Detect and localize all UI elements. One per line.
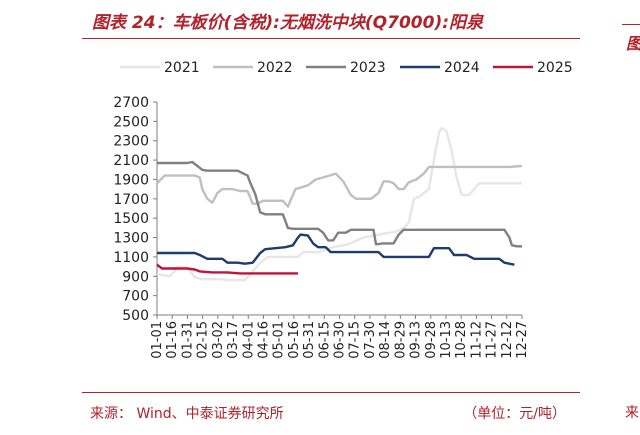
x-tick-label: 04-01 — [241, 321, 256, 359]
y-tick-label: 900 — [122, 269, 149, 285]
x-tick-label: 12-27 — [515, 321, 530, 359]
x-tick-label: 09-13 — [409, 321, 424, 359]
x-tick-label: 07-15 — [348, 321, 363, 359]
x-axis: 01-01 01-16 01-31 02-15 03-02 03-17 04-01 04-16… — [150, 314, 530, 359]
x-tick-label: 05-31 — [302, 321, 317, 359]
next-figure-title-fragment: 图 — [626, 30, 640, 54]
x-tick-label: 05-16 — [287, 321, 302, 359]
x-tick-label: 01-31 — [180, 321, 195, 359]
legend-item-2022: 2022 — [213, 60, 293, 76]
x-tick-label: 12-12 — [500, 321, 515, 359]
x-tick-label: 05-01 — [272, 321, 287, 359]
y-tick-label: 2100 — [113, 153, 149, 169]
series-line-2022 — [156, 164, 523, 208]
next-figure-footer-fragment: 来 — [625, 405, 639, 421]
x-tick-label: 08-14 — [378, 321, 393, 359]
legend: 2021 2022 2023 2024 2025 — [120, 60, 573, 76]
x-tick-label: 01-01 — [150, 321, 165, 359]
legend-label-2025: 2025 — [537, 60, 573, 76]
series-line-2021 — [156, 126, 522, 282]
y-tick-label: 500 — [122, 308, 149, 324]
series-line-2025 — [156, 263, 298, 275]
legend-item-2025: 2025 — [493, 60, 573, 76]
x-tick-label: 07-30 — [363, 321, 378, 359]
x-tick-label: 03-17 — [226, 321, 241, 359]
source-note: 来源： Wind、中泰证券研究所 — [90, 406, 284, 422]
legend-label-2023: 2023 — [350, 60, 386, 76]
x-tick-label: 10-13 — [439, 321, 454, 359]
y-tick-label: 2700 — [113, 95, 149, 111]
figure-title: 图表 24：车板价(含税):无烟洗中块(Q7000):阳泉 — [92, 13, 484, 33]
y-tick-label: 1500 — [113, 211, 149, 227]
x-tick-label: 06-30 — [333, 321, 348, 359]
next-figure-rule — [622, 24, 640, 39]
y-tick-label: 2300 — [113, 134, 149, 150]
legend-item-2023: 2023 — [306, 60, 386, 76]
x-tick-label: 01-16 — [165, 321, 180, 359]
y-tick-label: 1900 — [113, 172, 149, 188]
y-tick-label: 1300 — [113, 231, 149, 247]
x-tick-label: 06-15 — [317, 321, 332, 359]
y-axis: 500 700 900 1100 1300 1500 1700 1900 2100 2300 250… — [113, 95, 158, 324]
x-tick-label: 11-27 — [485, 321, 500, 359]
unit-note: （单位：元/吨） — [463, 406, 566, 422]
x-tick-label: 08-29 — [393, 321, 408, 359]
legend-label-2024: 2024 — [444, 60, 480, 76]
x-tick-label: 02-15 — [196, 321, 211, 359]
title-bar: 图表 24：车板价(含税):无烟洗中块(Q7000):阳泉 — [82, 0, 580, 39]
y-tick-label: 2500 — [113, 114, 149, 130]
y-tick-label: 1700 — [113, 192, 149, 208]
series-line-2023 — [157, 160, 522, 248]
line-chart: 2021 2022 2023 2024 2025 500 700 900 1100 1300 15… — [113, 60, 573, 359]
legend-item-2024: 2024 — [400, 60, 480, 76]
legend-item-2021: 2021 — [120, 60, 200, 76]
footer: 来源： Wind、中泰证券研究所 （单位：元/吨） — [82, 392, 580, 435]
x-tick-label: 03-02 — [211, 321, 226, 359]
y-tick-label: 700 — [122, 289, 149, 305]
series-group — [156, 126, 523, 282]
x-tick-label: 11-12 — [469, 321, 484, 359]
x-tick-label: 09-28 — [424, 321, 439, 359]
x-tick-label: 10-28 — [454, 321, 469, 359]
y-tick-label: 1100 — [113, 250, 149, 266]
series-line-2024 — [157, 233, 515, 266]
legend-label-2021: 2021 — [164, 60, 200, 76]
x-tick-label: 04-16 — [256, 321, 271, 359]
legend-label-2022: 2022 — [257, 60, 293, 76]
